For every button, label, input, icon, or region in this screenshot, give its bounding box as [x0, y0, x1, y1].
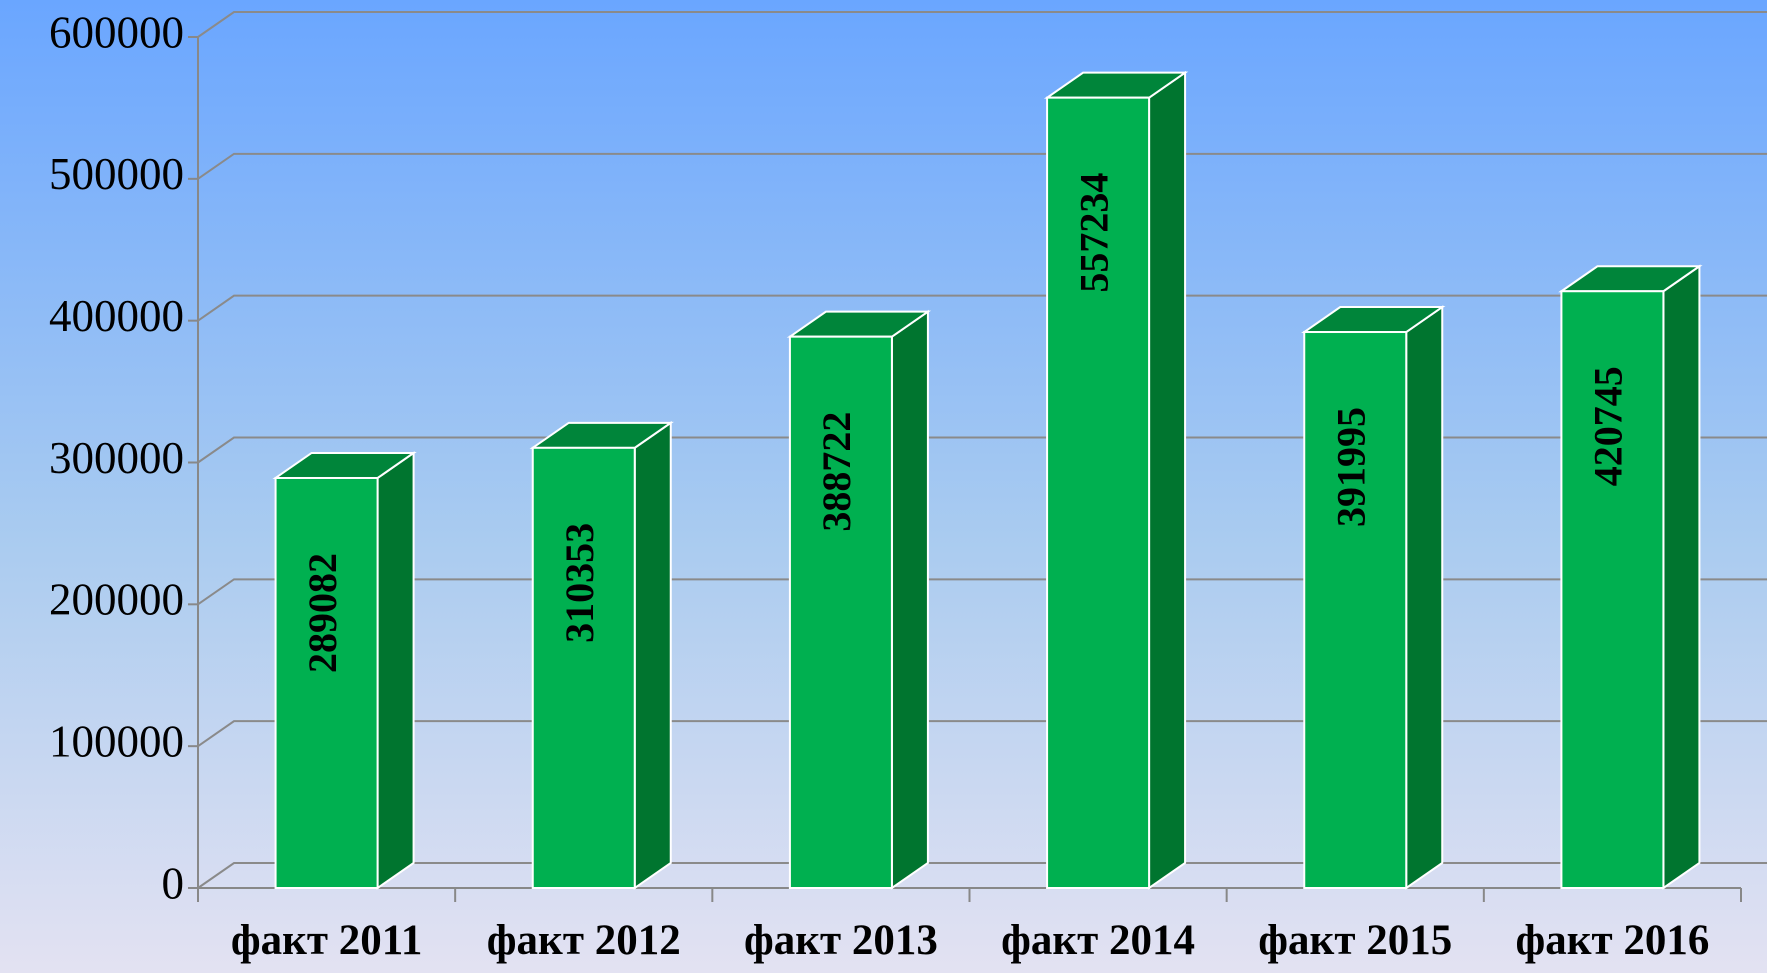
- bar-side: [376, 451, 415, 890]
- y-tick-label: 500000: [49, 149, 184, 199]
- bar: [1303, 331, 1408, 889]
- bar: [531, 446, 636, 889]
- y-tick-label: 200000: [49, 575, 184, 625]
- x-tick-label: факт 2013: [744, 917, 938, 964]
- x-tick-label: факт 2011: [231, 917, 423, 964]
- grid-line: [197, 152, 1767, 180]
- x-tick-label: факт 2016: [1515, 917, 1709, 964]
- y-tick-label: 600000: [49, 7, 184, 57]
- value-label: 420745: [1586, 366, 1631, 486]
- grid-line: [197, 720, 1767, 747]
- grid-line: [197, 578, 1767, 606]
- x-tick-label: факт 2015: [1258, 917, 1452, 964]
- bar: [1560, 290, 1665, 889]
- bar-side: [1148, 70, 1187, 890]
- grid-line: [197, 436, 1767, 464]
- bar-side: [890, 309, 929, 890]
- bar: [788, 335, 893, 889]
- bar: [274, 476, 379, 889]
- grid-line: [197, 11, 1767, 38]
- x-tick-label: факт 2014: [1001, 917, 1195, 964]
- x-tick-label: факт 2012: [487, 917, 681, 964]
- value-label: 310353: [557, 523, 602, 643]
- value-label: 557234: [1071, 173, 1116, 293]
- value-label: 391995: [1328, 407, 1373, 527]
- value-label: 388722: [814, 412, 859, 532]
- grid-line: [197, 294, 1767, 322]
- y-tick-label: 300000: [49, 433, 184, 483]
- bar-side: [1662, 264, 1701, 890]
- y-tick-label: 400000: [49, 291, 184, 341]
- y-tick-label: 0: [162, 858, 185, 908]
- grid-line: [197, 862, 1767, 889]
- y-tick-label: 100000: [49, 716, 184, 766]
- bar-side: [633, 420, 672, 890]
- value-label: 289082: [300, 553, 345, 673]
- bar: [1046, 96, 1151, 890]
- bar-side: [1405, 305, 1444, 890]
